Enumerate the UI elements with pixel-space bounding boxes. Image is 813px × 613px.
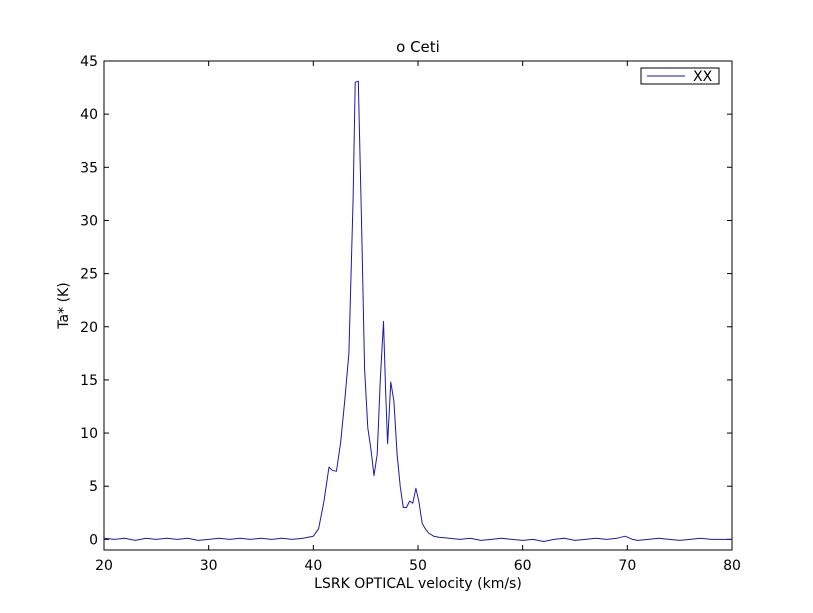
plot-frame: [103, 60, 733, 551]
y-axis-label: Ta* (K): [56, 282, 72, 329]
x-tick-label: 60: [514, 558, 532, 574]
x-tick-label: 80: [723, 558, 741, 574]
y-tick-label: 20: [80, 320, 98, 336]
x-axis-label: LSRK OPTICAL velocity (km/s): [314, 576, 522, 592]
legend: XX: [640, 67, 720, 85]
y-tick-label: 35: [80, 160, 98, 176]
y-tick-label: 45: [80, 54, 98, 70]
y-tick-label: 30: [80, 213, 98, 229]
y-tick-label: 25: [80, 267, 98, 283]
x-tick-label: 50: [409, 558, 427, 574]
y-tick-label: 0: [89, 532, 98, 548]
y-tick-label: 15: [80, 373, 98, 389]
y-tick-label: 5: [89, 479, 98, 495]
y-tick-label: 10: [80, 426, 98, 442]
chart-title: o Ceti: [396, 38, 440, 56]
x-tick-label: 20: [95, 558, 113, 574]
x-tick-label: 30: [200, 558, 218, 574]
x-tick-label: 70: [618, 558, 636, 574]
legend-entry-label: XX: [693, 69, 713, 85]
y-tick-label: 40: [80, 107, 98, 123]
series-line-xx: [103, 80, 732, 542]
plot-area: 20 30 40 50 60 70 80 0 5 10 15 20 25 30 35 40 45: [80, 54, 741, 574]
x-tick-label: 40: [304, 558, 322, 574]
